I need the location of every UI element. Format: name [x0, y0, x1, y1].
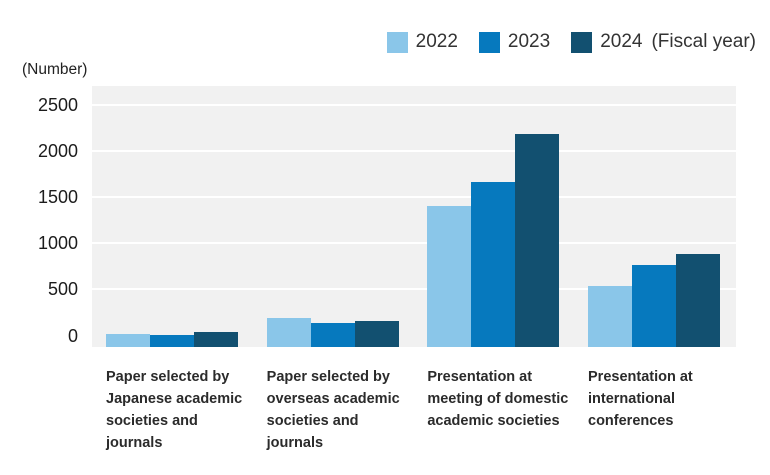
gridline-1000 — [92, 242, 736, 245]
legend-swatch-2024 — [571, 31, 593, 53]
legend-swatch-2022 — [386, 31, 408, 53]
x-category-label-2: Presentation at meeting of domestic acad… — [427, 369, 569, 429]
y-tick-label-1500: 1500 — [37, 186, 78, 207]
legend-item-2022: 2022 — [386, 31, 458, 53]
plot-area — [92, 86, 736, 347]
legend-item-2023: 2023 — [478, 31, 551, 53]
gridline-500 — [92, 288, 736, 291]
x-category-label-0: Paper selected by Japanese academic soci… — [106, 369, 243, 451]
legend-label-2022: 2022 — [415, 31, 458, 52]
x-axis-labels: Paper selected by Japanese academic soci… — [92, 366, 736, 466]
bar-2023-category-0 — [150, 334, 194, 347]
bar-2024-category-0 — [194, 332, 238, 347]
bar-2024-category-1 — [354, 320, 399, 347]
bar-2022-category-0 — [106, 334, 150, 347]
legend-items: 2022 2023 2024 — [386, 31, 642, 53]
y-tick-label-0: 0 — [67, 325, 78, 346]
bar-2022-category-3 — [588, 285, 632, 347]
bar-2024-category-2 — [515, 134, 560, 347]
y-tick-label-2500: 2500 — [37, 94, 78, 115]
y-tick-label-2000: 2000 — [37, 140, 78, 161]
fiscal-year-label: (Fiscal year) — [651, 31, 756, 52]
y-tick-label-500: 500 — [47, 279, 78, 300]
bar-2023-category-3 — [632, 265, 676, 347]
bar-2022-category-1 — [266, 317, 311, 347]
bar-2023-category-2 — [471, 182, 516, 347]
bar-2023-category-1 — [310, 323, 355, 347]
bar-2022-category-2 — [427, 206, 472, 347]
legend-label-2023: 2023 — [507, 31, 551, 52]
x-category-label-1: Paper selected by overseas academic soci… — [266, 369, 400, 451]
gridline-2000 — [92, 149, 736, 152]
legend-label-2024: 2024 — [600, 31, 643, 52]
gridline-2500 — [92, 103, 736, 106]
y-axis-unit-label: (Number) — [22, 61, 88, 78]
y-axis-ticks: 0 500 1000 1500 2000 2500 — [0, 86, 80, 347]
gridline-1500 — [92, 195, 736, 198]
legend: 2022 2023 2024 (Fiscal year) — [386, 31, 756, 53]
legend-item-2024: 2024 — [571, 31, 642, 53]
bar-2024-category-3 — [676, 254, 720, 347]
y-tick-label-1000: 1000 — [37, 233, 78, 254]
x-category-label-3: Presentation at international conference… — [588, 369, 693, 429]
legend-swatch-2023 — [478, 31, 500, 53]
